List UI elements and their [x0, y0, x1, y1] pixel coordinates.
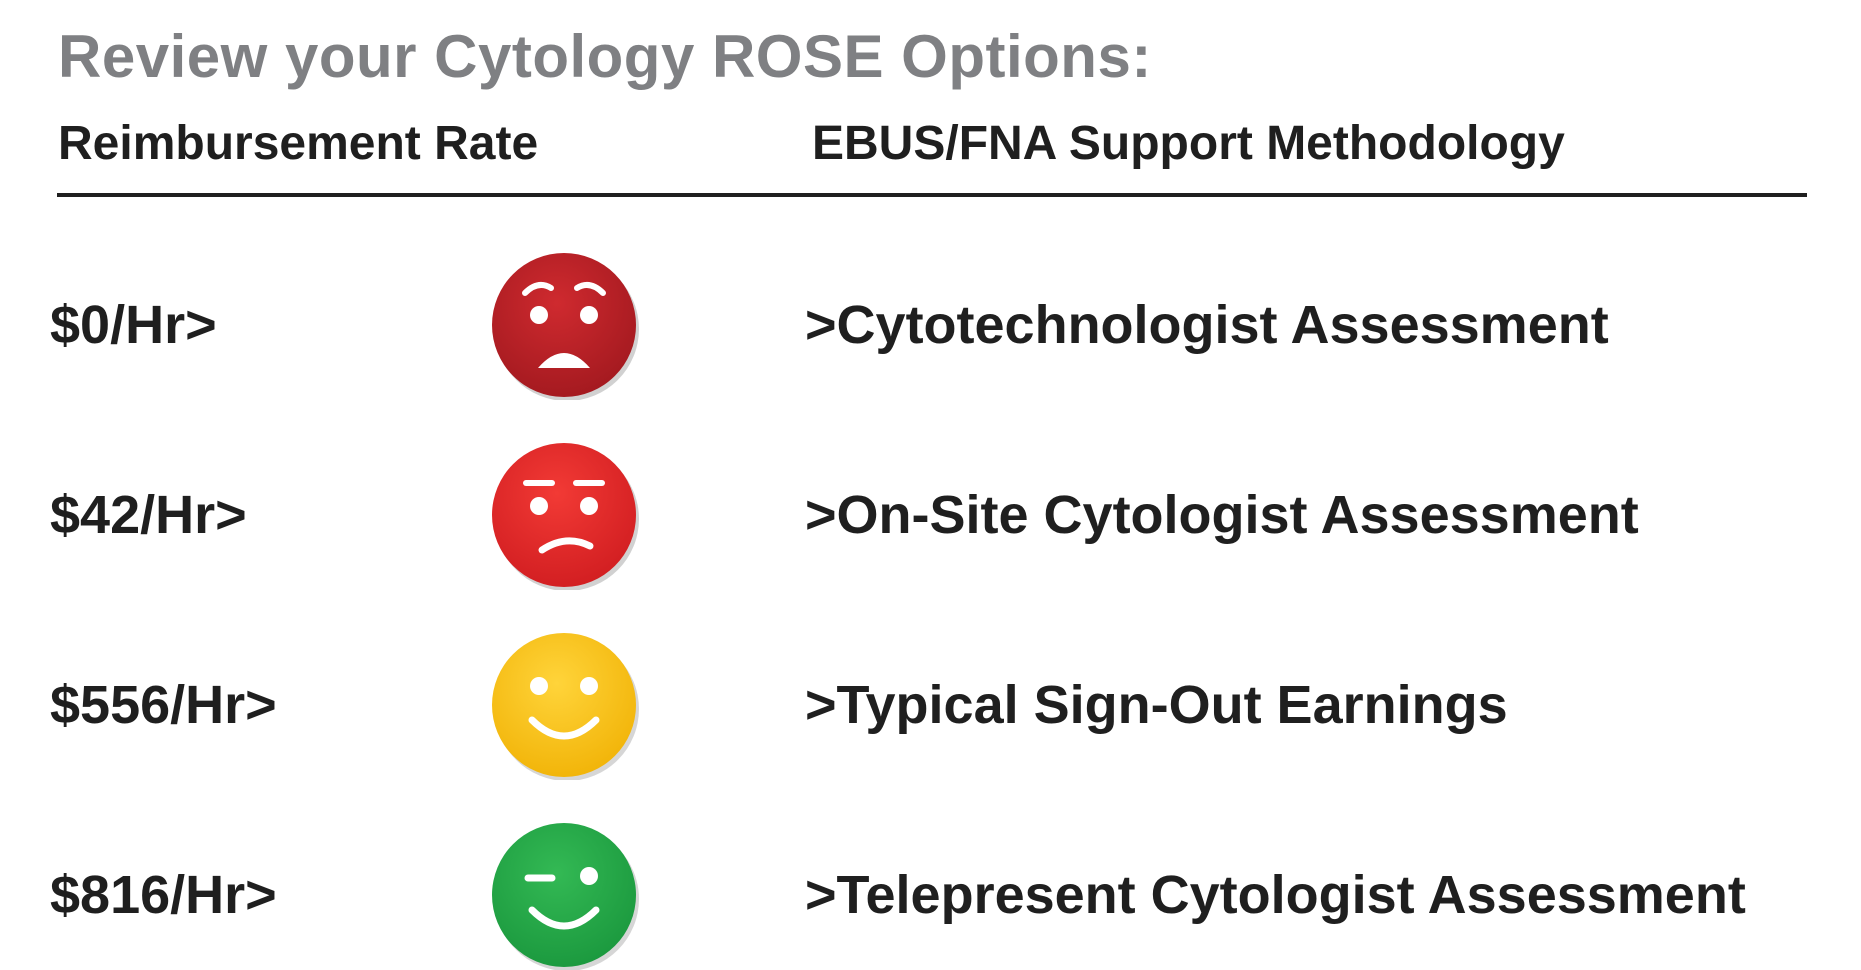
rate-value: $42/Hr> [50, 485, 247, 545]
page-title: Review your Cytology ROSE Options: [58, 23, 1152, 90]
option-row: $0/Hr> >Cytotechnologist Assessment [0, 250, 1861, 400]
option-row: $42/Hr> >On-Site Cytologist Assessment [0, 440, 1861, 590]
rate-value: $816/Hr> [50, 865, 277, 925]
option-row: $816/Hr> >Telepresent Cytologist Assessm… [0, 820, 1861, 970]
header-divider [57, 193, 1807, 197]
methodology-label: >Telepresent Cytologist Assessment [805, 865, 1746, 925]
winking-face-icon [490, 820, 640, 970]
methodology-label: >On-Site Cytologist Assessment [805, 485, 1639, 545]
support-methodology-header: EBUS/FNA Support Methodology [812, 117, 1565, 170]
smiley-face-icon [490, 630, 640, 780]
methodology-label: >Cytotechnologist Assessment [805, 295, 1609, 355]
rate-value: $0/Hr> [50, 295, 217, 355]
methodology-label: >Typical Sign-Out Earnings [805, 675, 1508, 735]
rate-value: $556/Hr> [50, 675, 277, 735]
sad-face-icon [490, 250, 640, 400]
reimbursement-rate-header: Reimbursement Rate [58, 117, 539, 170]
unhappy-face-icon [490, 440, 640, 590]
option-row: $556/Hr> >Typical Sign-Out Earnings [0, 630, 1861, 780]
